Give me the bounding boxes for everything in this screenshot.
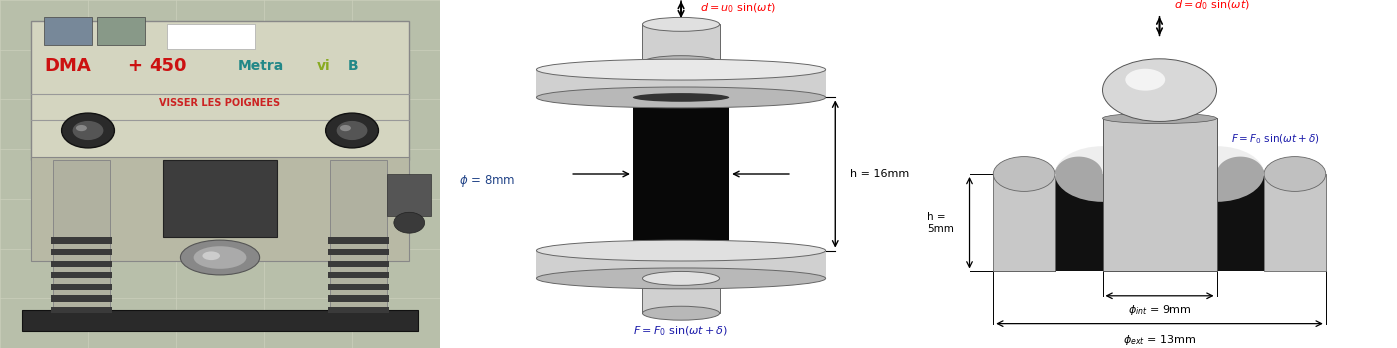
Bar <box>50 237 112 244</box>
Text: $\phi$ = 8mm: $\phi$ = 8mm <box>460 173 515 189</box>
Bar <box>387 174 432 216</box>
Bar <box>536 70 826 97</box>
Bar <box>1264 174 1326 271</box>
Text: h = 16mm: h = 16mm <box>849 169 909 179</box>
Bar <box>993 174 1055 271</box>
Text: $F = F_0\ \mathsf{sin}(\omega t + \delta)$: $F = F_0\ \mathsf{sin}(\omega t + \delta… <box>633 324 729 338</box>
Bar <box>50 249 112 255</box>
Bar <box>633 97 729 251</box>
Text: $\phi_{int}$ = 9mm: $\phi_{int}$ = 9mm <box>1127 303 1192 317</box>
Ellipse shape <box>1264 157 1326 191</box>
Ellipse shape <box>643 17 719 31</box>
Ellipse shape <box>339 125 351 131</box>
Bar <box>50 284 112 290</box>
Ellipse shape <box>993 157 1055 191</box>
Ellipse shape <box>643 271 719 285</box>
Bar <box>536 251 826 278</box>
Ellipse shape <box>61 113 115 148</box>
Text: +: + <box>127 57 142 75</box>
Bar <box>1102 118 1217 271</box>
Text: B: B <box>348 58 358 73</box>
Ellipse shape <box>643 306 719 320</box>
Bar <box>328 261 390 267</box>
Ellipse shape <box>203 251 219 260</box>
Bar <box>328 237 390 244</box>
Bar <box>330 160 387 320</box>
Text: h =
5mm: h = 5mm <box>926 212 954 234</box>
Bar <box>643 24 719 63</box>
Ellipse shape <box>180 240 260 275</box>
Ellipse shape <box>1055 146 1150 202</box>
Ellipse shape <box>326 113 379 148</box>
Text: $\phi_{ext}$ = 13mm: $\phi_{ext}$ = 13mm <box>1123 333 1196 347</box>
Bar <box>50 307 112 313</box>
Bar <box>168 24 256 49</box>
Bar <box>328 272 390 278</box>
Bar <box>50 295 112 302</box>
Bar <box>53 160 110 320</box>
Ellipse shape <box>194 246 246 269</box>
Bar <box>50 272 112 278</box>
Text: $d = u_0\ \mathsf{sin}(\omega t)$: $d = u_0\ \mathsf{sin}(\omega t)$ <box>700 2 777 16</box>
Bar <box>50 261 112 267</box>
Bar <box>643 278 719 313</box>
Bar <box>328 307 390 313</box>
Bar <box>163 160 277 237</box>
Ellipse shape <box>536 87 826 108</box>
Text: $F = F_0\ \mathsf{sin}(\omega t+\delta)$: $F = F_0\ \mathsf{sin}(\omega t+\delta)$ <box>1231 132 1320 146</box>
Text: DMA: DMA <box>45 57 91 75</box>
Ellipse shape <box>536 268 826 289</box>
Ellipse shape <box>73 121 103 140</box>
Ellipse shape <box>536 240 826 261</box>
Bar <box>31 157 409 261</box>
Text: Metra: Metra <box>237 58 284 73</box>
Bar <box>22 310 418 331</box>
Bar <box>45 17 92 45</box>
Ellipse shape <box>536 59 826 80</box>
Ellipse shape <box>1102 113 1217 124</box>
Ellipse shape <box>394 212 425 233</box>
Bar <box>1217 174 1264 271</box>
Ellipse shape <box>1126 69 1165 90</box>
Bar <box>328 295 390 302</box>
Ellipse shape <box>643 56 719 70</box>
Ellipse shape <box>1102 59 1217 121</box>
Bar <box>1055 174 1102 271</box>
Text: vi: vi <box>317 58 331 73</box>
Bar <box>328 284 390 290</box>
Text: 450: 450 <box>149 57 187 75</box>
Ellipse shape <box>75 125 87 131</box>
Bar <box>31 21 409 160</box>
Ellipse shape <box>1169 146 1264 202</box>
Ellipse shape <box>633 93 729 102</box>
Text: VISSER LES POIGNEES: VISSER LES POIGNEES <box>159 98 281 108</box>
Ellipse shape <box>337 121 367 140</box>
Text: $d = d_0\ \mathsf{sin}(\omega t)$: $d = d_0\ \mathsf{sin}(\omega t)$ <box>1173 0 1250 12</box>
Bar <box>96 17 145 45</box>
Bar <box>328 249 390 255</box>
